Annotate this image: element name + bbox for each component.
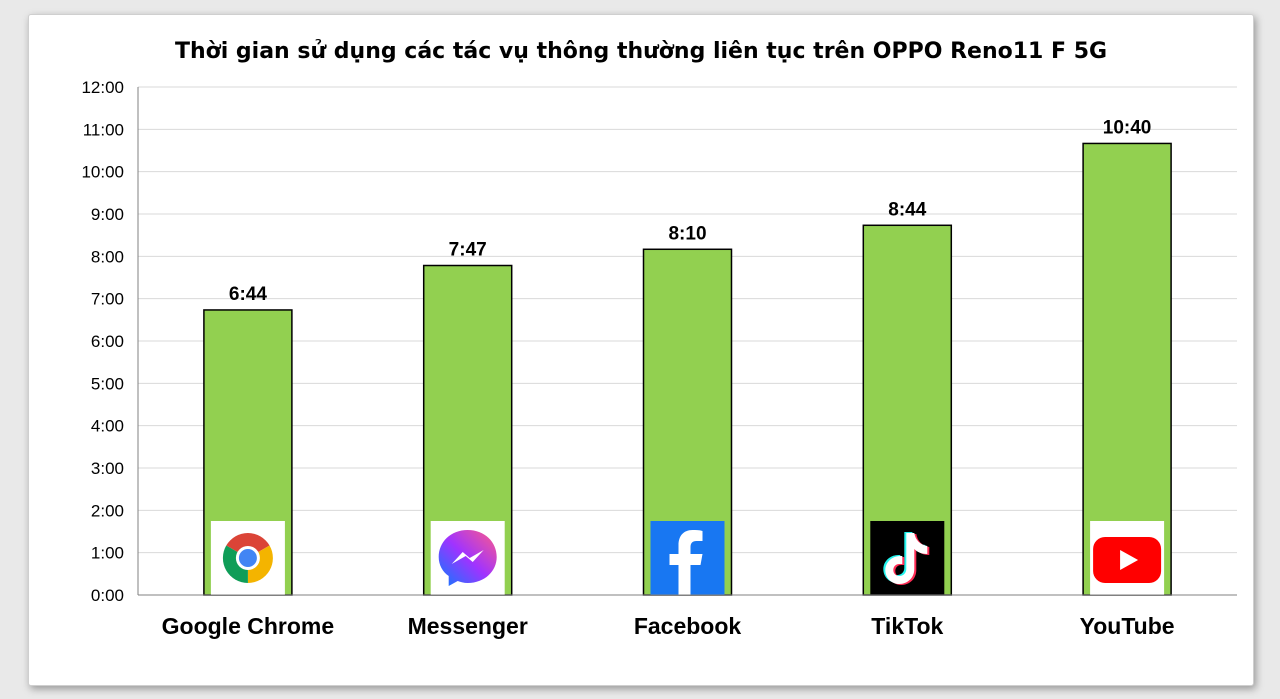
- chrome-icon: [210, 521, 285, 595]
- x-category-label: Google Chrome: [162, 613, 335, 639]
- y-tick-label: 4:00: [91, 417, 124, 436]
- data-label: 6:44: [229, 284, 267, 305]
- chrome-center: [238, 549, 257, 567]
- y-tick-label: 3:00: [91, 459, 124, 478]
- y-tick-label: 11:00: [83, 120, 124, 139]
- chart-title: Thời gian sử dụng các tác vụ thông thườn…: [175, 39, 1107, 64]
- youtube-icon: [1090, 521, 1165, 595]
- y-tick-label: 9:00: [91, 205, 124, 224]
- y-axis-ticks: 0:00 1:00 2:00 3:00 4:00 5:00 6:00 7:00 8:00 9:00…: [81, 78, 124, 605]
- y-tick-label: 8:00: [91, 247, 124, 266]
- y-tick-label: 12:00: [81, 78, 124, 97]
- data-label: 7:47: [449, 240, 487, 261]
- data-label: 10:40: [1103, 117, 1152, 138]
- data-label: 8:44: [888, 199, 926, 220]
- tiktok-icon: [870, 521, 945, 595]
- y-tick-label: 1:00: [91, 544, 124, 563]
- x-axis-categories: Google Chrome Messenger Facebook TikTok YouT…: [162, 613, 1175, 639]
- category-icons: [210, 521, 1165, 595]
- x-category-label: Facebook: [634, 613, 742, 639]
- bar: [1082, 142, 1172, 596]
- data-labels: 6:44 7:47 8:10 8:44 10:40: [229, 117, 1152, 305]
- facebook-f: [669, 530, 703, 595]
- x-category-label: Messenger: [408, 613, 528, 639]
- data-label: 8:10: [668, 223, 706, 244]
- y-tick-label: 5:00: [91, 374, 124, 393]
- chart-card: Thời gian sử dụng các tác vụ thông thườn…: [28, 14, 1254, 686]
- bar-chart: Thời gian sử dụng các tác vụ thông thườn…: [81, 39, 1237, 639]
- y-tick-label: 10:00: [81, 163, 124, 182]
- youtube-play: [1120, 550, 1139, 570]
- y-tick-label: 6:00: [91, 332, 124, 351]
- facebook-icon: [650, 521, 725, 595]
- y-tick-label: 7:00: [91, 290, 124, 309]
- y-tick-label: 2:00: [91, 501, 124, 520]
- messenger-icon: [430, 521, 505, 595]
- x-category-label: YouTube: [1080, 613, 1175, 639]
- tiktok-note: [885, 533, 928, 584]
- messenger-bubble: [438, 530, 497, 586]
- x-category-label: TikTok: [871, 613, 943, 639]
- messenger-bolt: [451, 550, 484, 564]
- y-tick-label: 0:00: [91, 586, 124, 605]
